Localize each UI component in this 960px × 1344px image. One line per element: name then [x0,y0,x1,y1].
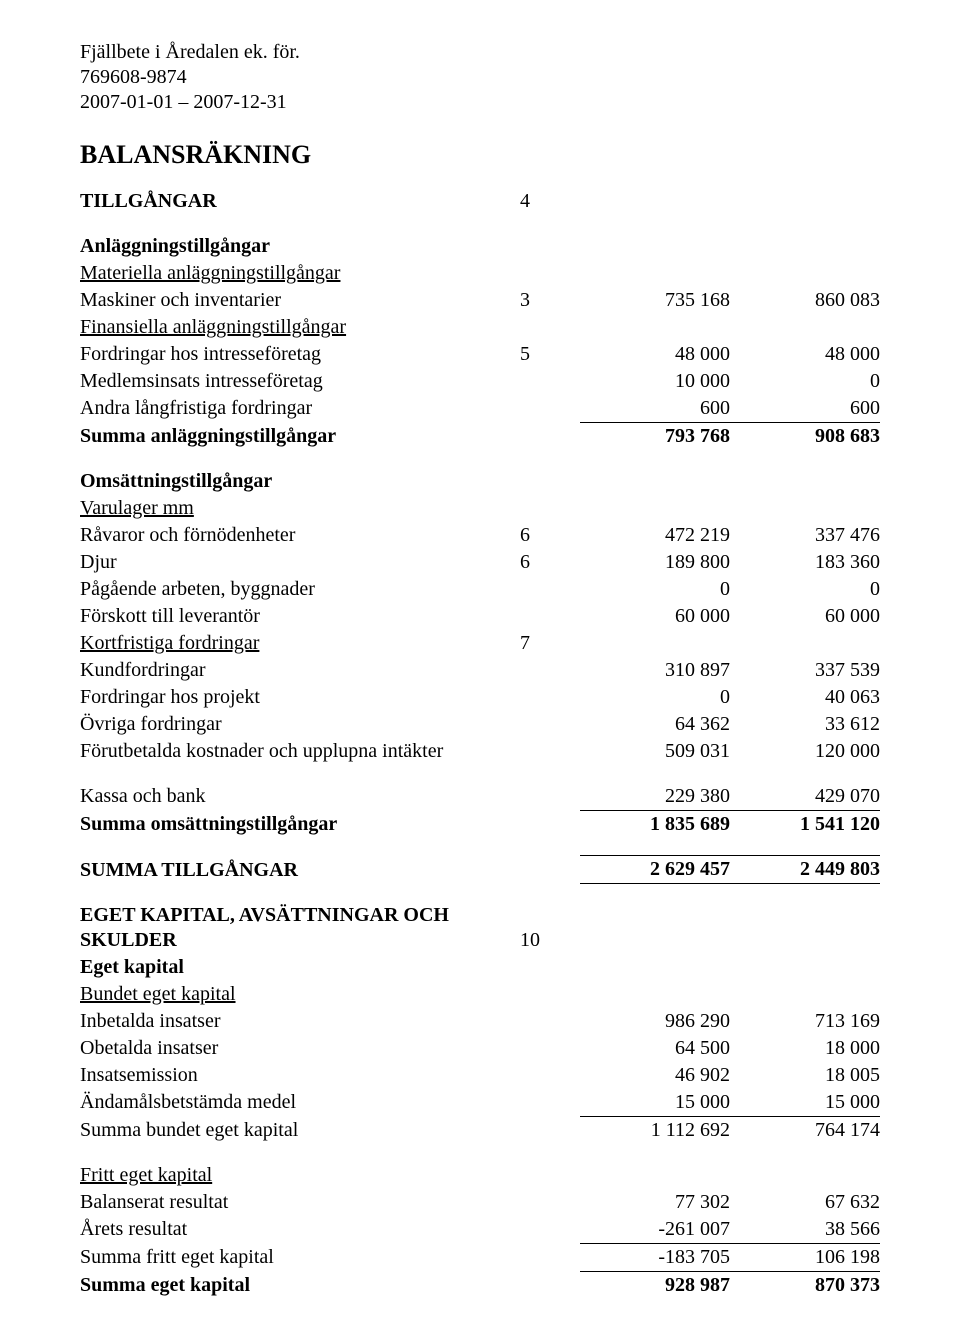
row-paid-contributions: Inbetalda insatser 986 290 713 169 [80,1008,880,1035]
row-sum-current-assets: Summa omsättningstillgångar 1 835 689 1 … [80,810,880,838]
row-work-in-progress: Pågående arbeten, byggnader 0 0 [80,576,880,603]
row-earmarked-funds: Ändamålsbetstämda medel 15 000 15 000 [80,1089,880,1117]
row-cash: Kassa och bank 229 380 429 070 [80,783,880,811]
org-number: 769608-9874 [80,65,880,90]
period: 2007-01-01 – 2007-12-31 [80,90,880,115]
assets-table: TILLGÅNGAR 4 Anläggningstillgångar Mater… [80,188,880,1299]
row-machinery: Maskiner och inventarier 3 735 168 860 0… [80,287,880,314]
row-receivable-associate: Fordringar hos intresseföretag 5 48 000 … [80,341,880,368]
row-sum-equity: Summa eget kapital 928 987 870 373 [80,1271,880,1299]
row-year-result: Årets resultat -261 007 38 566 [80,1216,880,1244]
restricted-equity-subhead: Bundet eget kapital [80,981,520,1008]
short-term-receivables-subhead: Kortfristiga fordringar [80,630,520,657]
row-other-longterm: Andra långfristiga fordringar 600 600 [80,395,880,423]
equity-subhead: Eget kapital [80,954,520,981]
assets-note: 4 [520,188,580,215]
row-sum-unrestricted-equity: Summa fritt eget kapital -183 705 106 19… [80,1243,880,1271]
unrestricted-equity-subhead: Fritt eget kapital [80,1162,520,1189]
row-project-receivables: Fordringar hos projekt 0 40 063 [80,684,880,711]
row-prepaid-expenses: Förutbetalda kostnader och upplupna intä… [80,738,880,765]
short-term-receivables-note: 7 [520,630,580,657]
row-raw-materials: Råvaror och förnödenheter 6 472 219 337 … [80,522,880,549]
row-animals: Djur 6 189 800 183 360 [80,549,880,576]
company-name: Fjällbete i Åredalen ek. för. [80,40,880,65]
row-sum-fixed-assets: Summa anläggningstillgångar 793 768 908 … [80,422,880,450]
equity-heading-note: 10 [520,902,580,954]
row-retained-earnings: Balanserat resultat 77 302 67 632 [80,1189,880,1216]
current-assets-heading: Omsättningstillgångar [80,468,520,495]
fixed-assets-heading: Anläggningstillgångar [80,233,520,260]
tangible-assets-subhead: Materiella anläggningstillgångar [80,260,520,287]
page-title: BALANSRÄKNING [80,139,880,172]
financial-assets-subhead: Finansiella anläggningstillgångar [80,314,520,341]
row-trade-receivables: Kundfordringar 310 897 337 539 [80,657,880,684]
assets-heading: TILLGÅNGAR [80,188,520,215]
row-total-assets: SUMMA TILLGÅNGAR 2 629 457 2 449 803 [80,856,880,884]
equity-heading: EGET KAPITAL, AVSÄTTNINGAR OCH SKULDER [80,902,520,954]
row-sum-restricted-equity: Summa bundet eget kapital 1 112 692 764 … [80,1116,880,1144]
row-bonus-issue: Insatsemission 46 902 18 005 [80,1062,880,1089]
row-other-receivables: Övriga fordringar 64 362 33 612 [80,711,880,738]
row-unpaid-contributions: Obetalda insatser 64 500 18 000 [80,1035,880,1062]
row-member-contrib: Medlemsinsats intresseföretag 10 000 0 [80,368,880,395]
row-advance-supplier: Förskott till leverantör 60 000 60 000 [80,603,880,630]
inventory-subhead: Varulager mm [80,495,520,522]
